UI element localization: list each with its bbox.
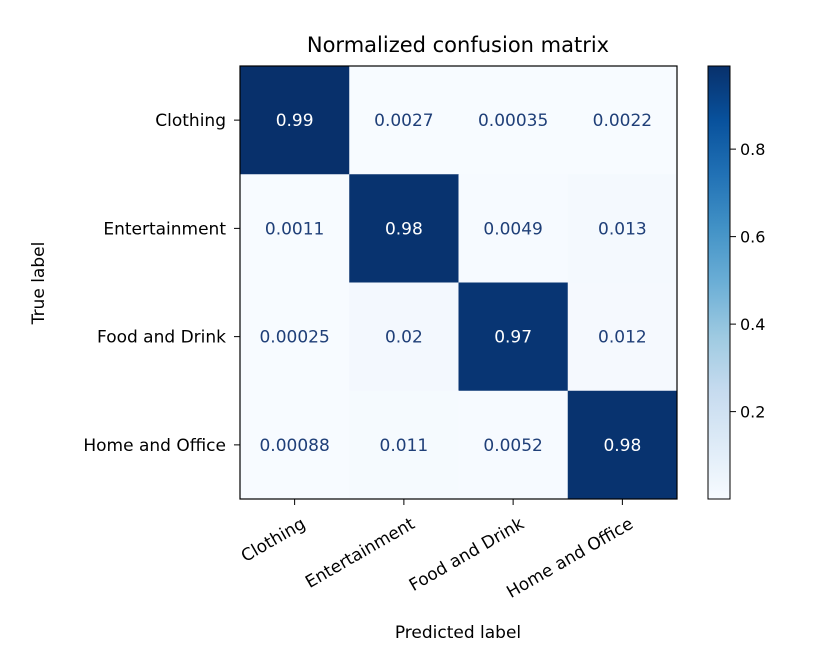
y-tick-label: Clothing xyxy=(155,111,226,131)
y-axis-ticks: Clothing Entertainment Food and Drink Home … xyxy=(83,111,240,456)
colorbar-tick-label: 0.6 xyxy=(740,228,765,247)
cell-value-label: 0.0027 xyxy=(374,111,433,131)
cell-value-label: 0.0049 xyxy=(483,219,542,239)
cell-value-label: 0.00035 xyxy=(478,111,548,131)
cell-value-label: 0.0052 xyxy=(483,436,542,456)
colorbar xyxy=(707,65,731,500)
cell-value-label: 0.0011 xyxy=(265,219,324,239)
heatmap-cell xyxy=(349,174,459,283)
heatmap-cells xyxy=(240,66,678,500)
y-tick-label: Entertainment xyxy=(103,219,226,239)
heatmap-cell xyxy=(458,66,569,175)
cell-value-label: 0.98 xyxy=(603,436,641,456)
cell-value-label: 0.02 xyxy=(385,328,423,348)
heatmap-cell xyxy=(240,282,350,392)
colorbar-tick-label: 0.4 xyxy=(740,315,765,334)
heatmap-cell xyxy=(567,282,678,392)
y-tick-label: Home and Office xyxy=(83,436,226,456)
y-tick-label: Food and Drink xyxy=(97,328,226,348)
cell-value-label: 0.011 xyxy=(380,436,429,456)
heatmap-cell xyxy=(567,174,678,283)
heatmap-cell xyxy=(240,66,350,175)
colorbar-tick-label: 0.2 xyxy=(740,403,765,422)
cell-value-label: 0.013 xyxy=(598,219,647,239)
cell-value-label: 0.99 xyxy=(276,111,314,131)
colorbar-tick-label: 0.8 xyxy=(740,140,765,159)
x-axis-label: Predicted label xyxy=(395,623,521,643)
heatmap-cell xyxy=(567,390,678,500)
plot-frame xyxy=(239,65,678,500)
heatmap-cell xyxy=(458,174,569,283)
chart-title: Normalized confusion matrix xyxy=(307,33,609,57)
heatmap-cell-labels: 0.99 0.0027 0.00035 0.0022 0.0011 0.98 0.0049 0… xyxy=(259,111,652,456)
x-tick-label: Entertainment xyxy=(302,514,419,593)
x-tick-label: Clothing xyxy=(238,514,309,567)
heatmap-cell xyxy=(240,390,350,500)
heatmap-cell xyxy=(240,174,350,283)
cell-value-label: 0.012 xyxy=(598,328,647,348)
heatmap-cell xyxy=(567,66,678,175)
cell-value-label: 0.00088 xyxy=(259,436,329,456)
heatmap-cell xyxy=(349,66,459,175)
colorbar-ticks: 0.2 0.4 0.6 0.8 xyxy=(730,140,765,422)
heatmap-cell xyxy=(349,282,459,392)
cell-value-label: 0.98 xyxy=(385,219,423,239)
heatmap-cell xyxy=(458,390,569,500)
cell-value-label: 0.97 xyxy=(494,328,532,348)
cell-value-label: 0.0022 xyxy=(593,111,652,131)
y-axis-label: True label xyxy=(29,242,49,326)
heatmap-cell xyxy=(458,282,569,392)
cell-value-label: 0.00025 xyxy=(259,328,329,348)
heatmap-cell xyxy=(349,390,459,500)
